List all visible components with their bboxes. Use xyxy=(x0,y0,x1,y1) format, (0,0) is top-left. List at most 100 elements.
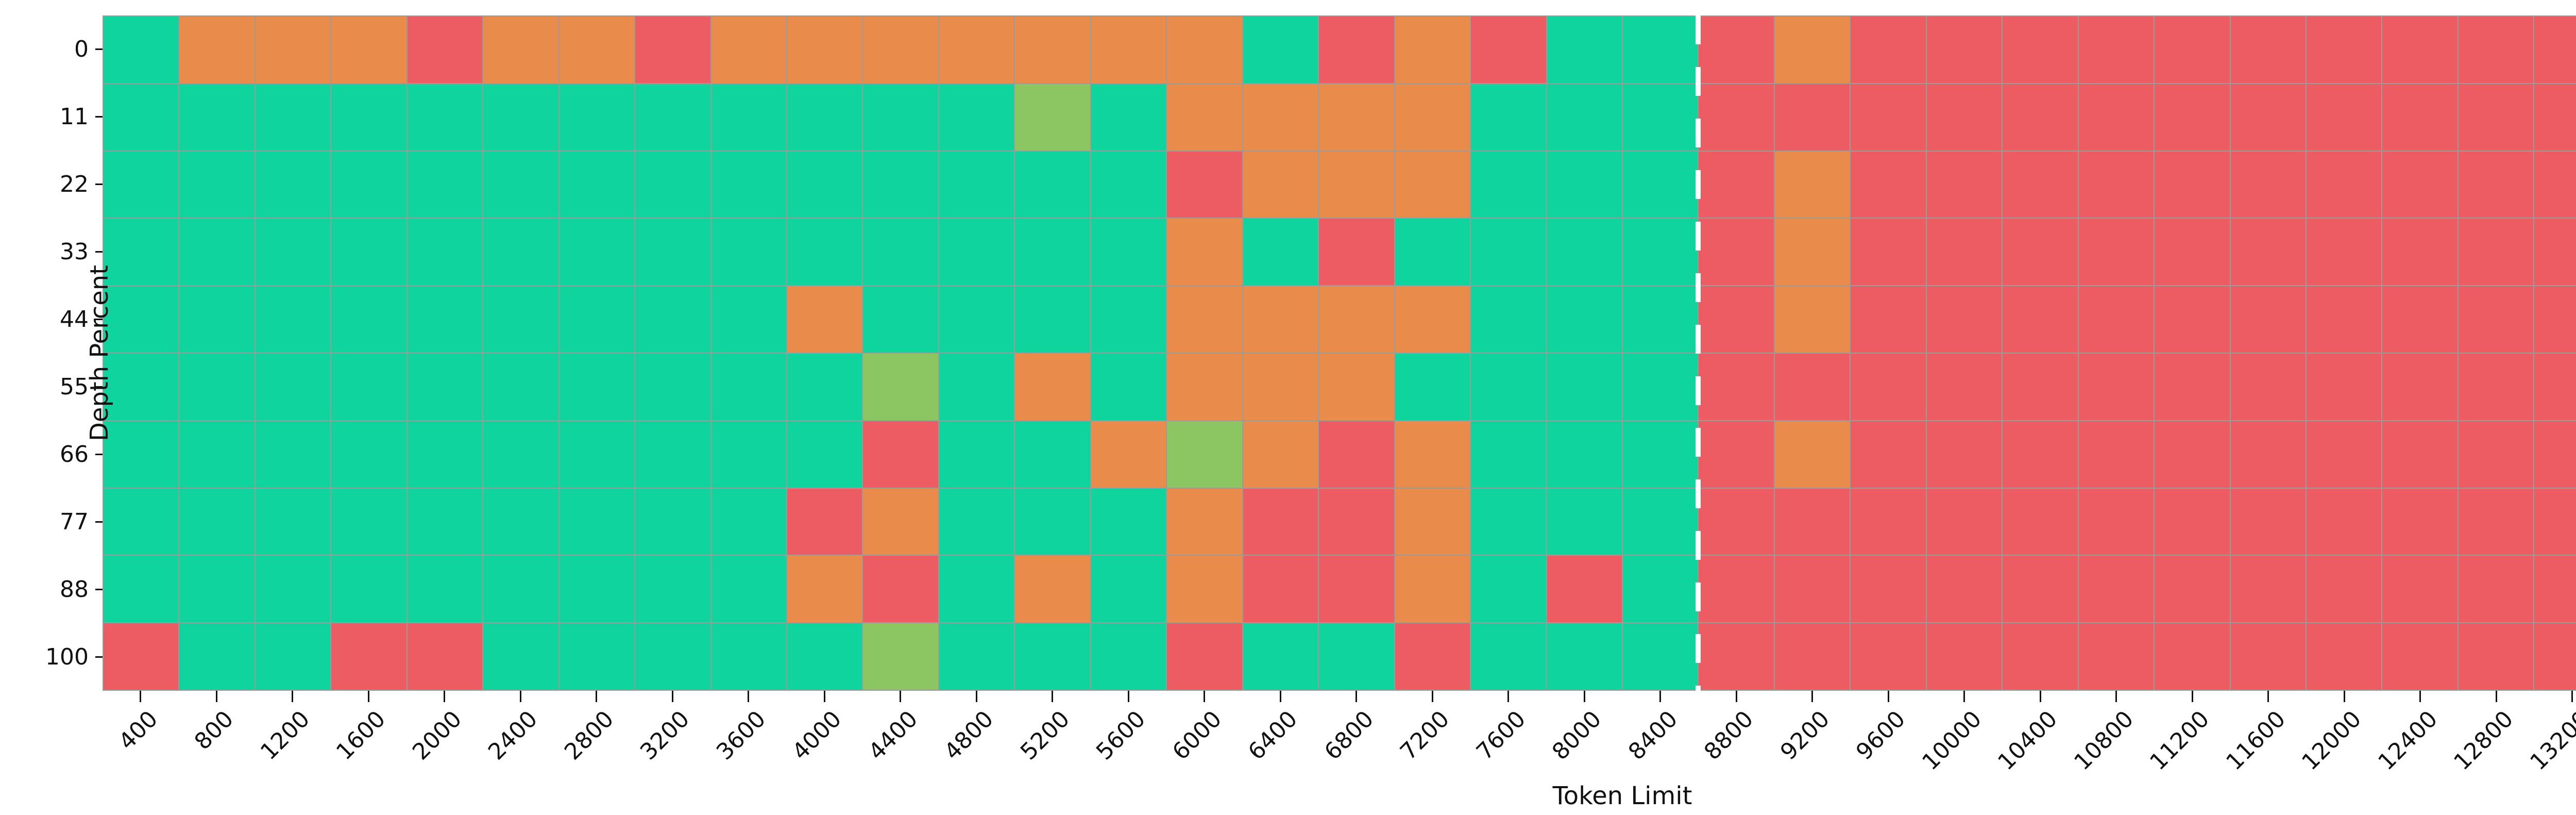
heatmap-cell xyxy=(407,219,483,286)
heatmap-cell xyxy=(2458,488,2534,555)
heatmap-cell xyxy=(2534,354,2576,420)
heatmap-cell xyxy=(1622,151,1698,218)
heatmap-cell xyxy=(711,84,787,151)
heatmap-cell xyxy=(1471,421,1546,488)
heatmap-cell xyxy=(559,421,635,488)
heatmap-cell xyxy=(1243,556,1318,623)
heatmap-cell xyxy=(1167,219,1242,286)
heatmap-cell xyxy=(2230,623,2306,690)
heatmap-cell xyxy=(939,286,1014,353)
heatmap-cell xyxy=(1243,421,1318,488)
heatmap-cell xyxy=(1015,151,1090,218)
heatmap-cell xyxy=(407,151,483,218)
heatmap-cell xyxy=(1395,488,1470,555)
heatmap-cell xyxy=(711,488,787,555)
x-tick-label: 2400 xyxy=(483,706,543,766)
heatmap-cell xyxy=(104,151,179,218)
heatmap-cell xyxy=(1926,488,2002,555)
y-tick-mark xyxy=(95,386,103,388)
x-tick-mark xyxy=(2419,691,2421,702)
heatmap-cell xyxy=(1547,286,1622,353)
heatmap-cell xyxy=(2230,16,2306,83)
y-tick-mark xyxy=(95,116,103,118)
heatmap-cell xyxy=(711,556,787,623)
heatmap-cell xyxy=(483,488,558,555)
heatmap-cell xyxy=(2230,488,2306,555)
x-tick-mark xyxy=(1507,691,1510,702)
heatmap-cell xyxy=(1091,286,1166,353)
heatmap-cell xyxy=(2458,151,2534,218)
y-tick-label: 44 xyxy=(60,306,89,332)
heatmap-cell xyxy=(939,488,1014,555)
heatmap-cell xyxy=(1851,219,1926,286)
heatmap-cell xyxy=(1243,16,1318,83)
heatmap-cell xyxy=(787,623,862,690)
token-threshold-dashed-line xyxy=(1696,15,1701,691)
x-tick-mark xyxy=(1811,691,1814,702)
heatmap-cell xyxy=(407,84,483,151)
heatmap-cell xyxy=(1547,488,1622,555)
heatmap-cell xyxy=(2307,219,2382,286)
heatmap-cell xyxy=(1774,354,1850,420)
heatmap-cell xyxy=(559,556,635,623)
heatmap-cell xyxy=(2307,84,2382,151)
heatmap-cell xyxy=(1774,623,1850,690)
heatmap-cell xyxy=(1774,219,1850,286)
heatmap-cell xyxy=(2003,84,2078,151)
heatmap-cell xyxy=(179,84,255,151)
heatmap-cell xyxy=(2458,84,2534,151)
heatmap-cell xyxy=(1774,286,1850,353)
heatmap-cell xyxy=(1699,286,1774,353)
x-tick-mark xyxy=(1659,691,1662,702)
heatmap-cell xyxy=(2307,354,2382,420)
heatmap-cell xyxy=(1699,354,1774,420)
y-tick-mark xyxy=(95,184,103,185)
heatmap-cell xyxy=(1167,623,1242,690)
heatmap-cell xyxy=(2382,16,2458,83)
heatmap-cell xyxy=(1471,488,1546,555)
heatmap-cell xyxy=(1243,219,1318,286)
x-tick-label: 3200 xyxy=(635,706,695,766)
heatmap-cell xyxy=(2078,151,2154,218)
heatmap-cell xyxy=(104,623,179,690)
y-tick-label: 22 xyxy=(60,171,89,197)
heatmap-cell xyxy=(407,354,483,420)
heatmap-cell xyxy=(1926,84,2002,151)
heatmap-cell xyxy=(1851,354,1926,420)
heatmap-cell xyxy=(2155,219,2230,286)
heatmap-cell xyxy=(2382,151,2458,218)
heatmap-cell xyxy=(179,151,255,218)
heatmap-cell xyxy=(2307,286,2382,353)
x-tick-mark xyxy=(2191,691,2193,702)
heatmap-cell xyxy=(1547,219,1622,286)
heatmap-cell xyxy=(1699,623,1774,690)
heatmap-cell xyxy=(1622,556,1698,623)
y-tick-mark xyxy=(95,521,103,523)
heatmap-cell xyxy=(1091,556,1166,623)
x-tick-mark xyxy=(1355,691,1358,702)
heatmap-cell xyxy=(1319,556,1394,623)
heatmap-cell xyxy=(1926,354,2002,420)
heatmap-cell xyxy=(939,421,1014,488)
y-tick-label: 33 xyxy=(60,238,89,265)
x-tick-label: 12000 xyxy=(2297,706,2367,776)
heatmap-cell xyxy=(1091,623,1166,690)
heatmap-cell xyxy=(635,623,710,690)
heatmap-cell xyxy=(939,84,1014,151)
heatmap-cell xyxy=(559,354,635,420)
heatmap-cell xyxy=(483,219,558,286)
heatmap-cell xyxy=(1774,488,1850,555)
heatmap-cell xyxy=(1167,151,1242,218)
heatmap-cell xyxy=(483,421,558,488)
heatmap-cell xyxy=(1622,354,1698,420)
heatmap-cell xyxy=(2155,151,2230,218)
x-tick-mark xyxy=(1963,691,1965,702)
heatmap-cell xyxy=(179,354,255,420)
heatmap-cell xyxy=(2230,286,2306,353)
heatmap-cell xyxy=(1471,151,1546,218)
heatmap-cell xyxy=(2534,219,2576,286)
x-tick-label: 2800 xyxy=(559,706,619,766)
heatmap-cell xyxy=(1547,84,1622,151)
x-tick-mark xyxy=(596,691,598,702)
heatmap-cell xyxy=(179,421,255,488)
